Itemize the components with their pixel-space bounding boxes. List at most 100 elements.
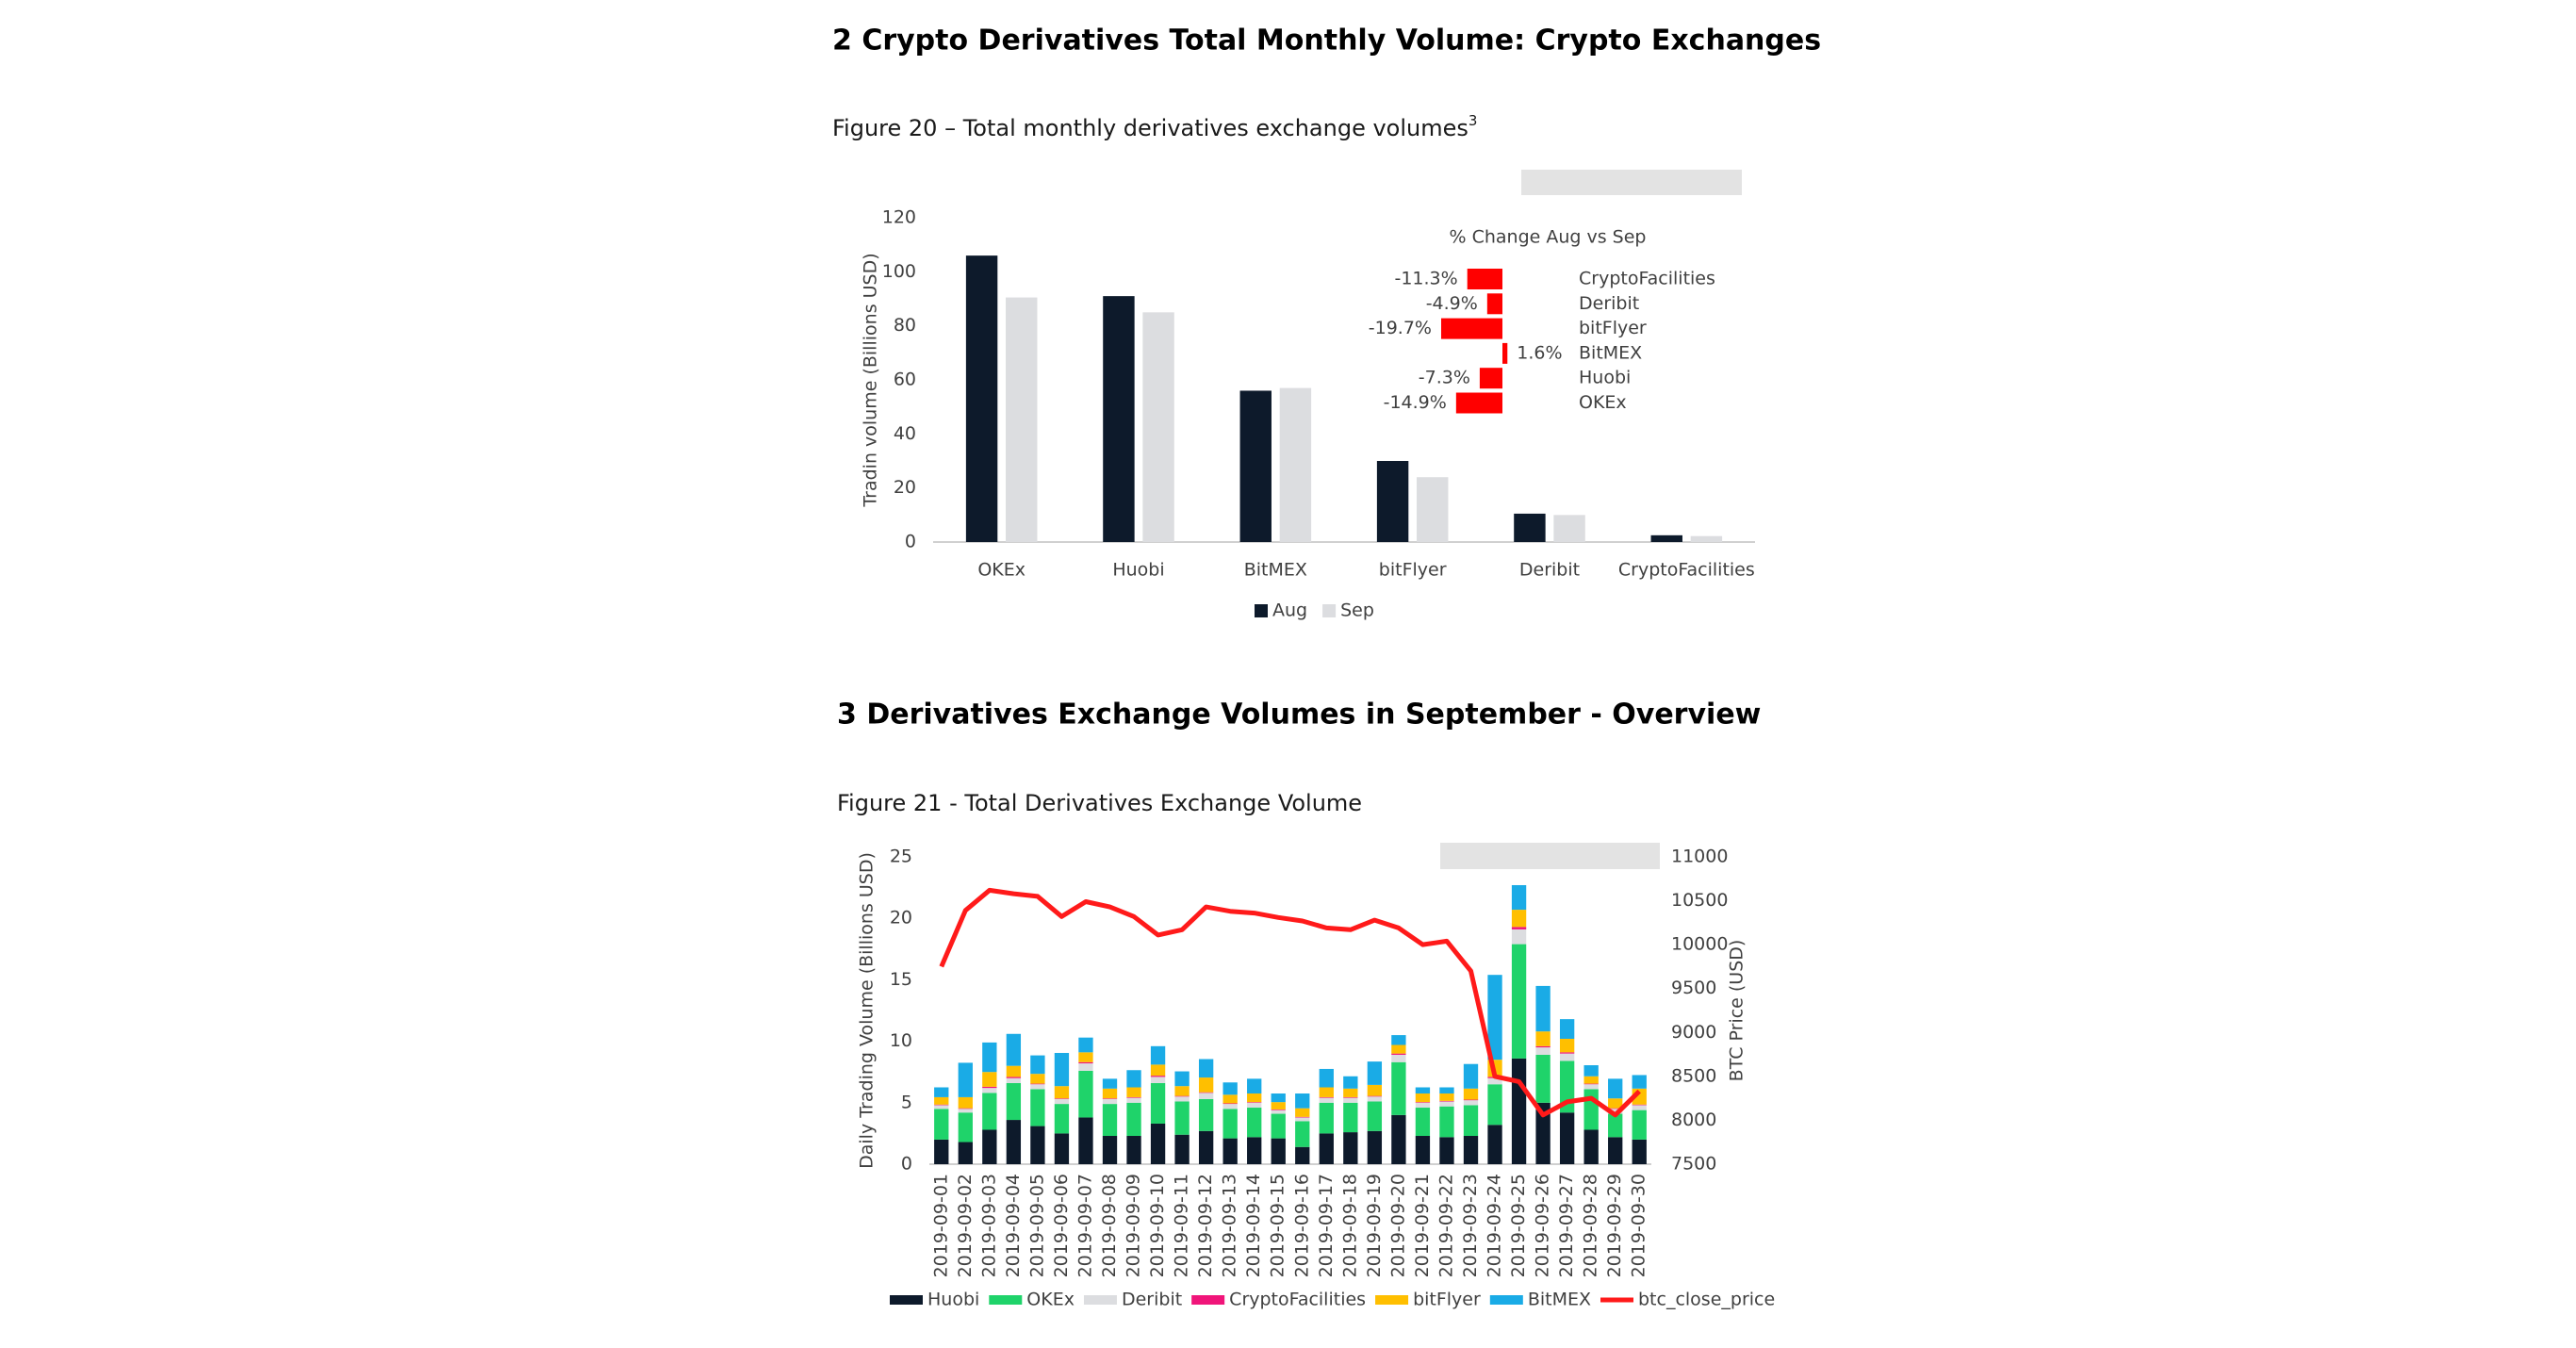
bar-segment (1174, 1134, 1190, 1164)
bar-segment (1198, 1059, 1214, 1078)
bar-segment (1583, 1084, 1599, 1090)
y-tick-label: 80 (894, 315, 916, 336)
y-axis-label: Daily Trading Volume (Billions USD) (857, 852, 878, 1169)
bar-segment (982, 1129, 997, 1164)
bar-segment (1415, 1087, 1431, 1094)
x-tick-label: 2019-09-20 (1387, 1174, 1408, 1277)
bar-segment (1222, 1082, 1238, 1095)
bar-segment (1198, 1130, 1214, 1164)
bar-segment (934, 1104, 949, 1106)
bar-segment (1054, 1098, 1070, 1105)
figure-caption: Figure 20 – Total monthly derivatives ex… (832, 112, 1477, 142)
x-tick-label: 2019-09-27 (1556, 1174, 1577, 1277)
y-tick-label: 20 (894, 477, 916, 498)
bar (1479, 368, 1502, 389)
bar-segment (1247, 1102, 1262, 1103)
x-tick-label: 2019-09-16 (1291, 1174, 1312, 1277)
bar (1006, 297, 1038, 542)
bar-segment (1295, 1116, 1310, 1118)
bar-segment (1343, 1132, 1358, 1164)
bar-segment (934, 1109, 949, 1140)
value-label: -11.3% (1394, 269, 1457, 289)
bar-segment (1126, 1102, 1141, 1137)
x-tick-label: BitMEX (1244, 560, 1307, 581)
bar-segment (1030, 1126, 1045, 1164)
y2-tick-label: 10000 (1671, 934, 1728, 955)
bar-segment (1439, 1106, 1454, 1138)
bar-segment (1078, 1037, 1093, 1053)
x-tick-label: 2019-09-04 (1003, 1174, 1024, 1277)
bar-segment (1126, 1136, 1141, 1164)
bar-segment (1535, 1054, 1551, 1103)
bar-segment (1487, 975, 1502, 1060)
bar-segment (1295, 1108, 1310, 1117)
bar-segment (1150, 1045, 1166, 1065)
bar-segment (934, 1105, 949, 1110)
bar-segment (1295, 1117, 1310, 1122)
category-label: Deribit (1579, 293, 1639, 314)
bar-segment (1054, 1133, 1070, 1164)
x-tick-label: 2019-09-01 (930, 1174, 951, 1277)
bar-segment (1583, 1129, 1599, 1164)
bar-segment (1319, 1096, 1334, 1098)
x-tick-label: 2019-09-30 (1629, 1174, 1649, 1277)
bar-segment (1559, 1052, 1575, 1054)
bar-segment (1247, 1078, 1262, 1094)
y-tick-label: 60 (894, 370, 916, 390)
bar-segment (1391, 1053, 1406, 1055)
bar-segment (1030, 1055, 1045, 1075)
value-label: -19.7% (1369, 318, 1432, 338)
bar-segment (1102, 1098, 1118, 1105)
x-tick-label: 2019-09-10 (1147, 1174, 1168, 1277)
category-label: BitMEX (1579, 342, 1642, 363)
bar-segment (1439, 1093, 1454, 1101)
bar-segment (1222, 1104, 1238, 1110)
bar-segment (1559, 1053, 1575, 1061)
x-tick-label: 2019-09-13 (1220, 1174, 1240, 1277)
bar-segment (1078, 1117, 1093, 1164)
bar-segment (1271, 1138, 1286, 1164)
legend-swatch (989, 1295, 1023, 1305)
y2-tick-label: 8000 (1671, 1110, 1716, 1130)
bar-segment (1391, 1114, 1406, 1164)
bar-segment (958, 1108, 973, 1110)
bar-segment (1343, 1102, 1358, 1133)
bar-segment (1247, 1102, 1262, 1109)
chart-title: % Change Aug vs Sep (1449, 227, 1646, 248)
bar-segment (1102, 1078, 1118, 1089)
y-tick-label: 0 (901, 1154, 912, 1175)
bar-segment (1511, 944, 1527, 1059)
bar-segment (1006, 1082, 1022, 1121)
bar-segment (1535, 1047, 1551, 1055)
bar-segment (1487, 1077, 1502, 1085)
bar-segment (1415, 1102, 1431, 1109)
bar-segment (1198, 1093, 1214, 1099)
bar (965, 255, 998, 542)
bar-segment (1608, 1108, 1623, 1110)
y2-tick-label: 7500 (1671, 1154, 1716, 1175)
legend-swatch (1489, 1295, 1523, 1305)
legend-swatch (1191, 1295, 1225, 1305)
bar-segment (1174, 1096, 1190, 1102)
x-tick-label: 2019-09-09 (1124, 1174, 1144, 1277)
bar-segment (1439, 1100, 1454, 1102)
bar-segment (1415, 1093, 1431, 1103)
y2-axis-label: BTC Price (USD) (1727, 940, 1747, 1082)
bar-segment (1487, 1125, 1502, 1164)
section-heading: 2 Crypto Derivatives Total Monthly Volum… (832, 25, 1821, 58)
bar-segment (1271, 1102, 1286, 1110)
bar-segment (982, 1086, 997, 1089)
bar-segment (1367, 1096, 1383, 1102)
bar (1502, 342, 1508, 364)
x-tick-label: 2019-09-03 (978, 1174, 999, 1277)
bar-segment (1319, 1087, 1334, 1097)
x-tick-label: 2019-09-02 (955, 1174, 976, 1277)
bar-segment (958, 1112, 973, 1143)
y-tick-label: 20 (890, 908, 912, 929)
x-tick-label: 2019-09-23 (1460, 1174, 1481, 1277)
bar-segment (1367, 1095, 1383, 1097)
legend-label: CryptoFacilities (1229, 1290, 1366, 1310)
y-tick-label: 100 (882, 261, 916, 282)
x-tick-label: 2019-09-15 (1268, 1174, 1288, 1277)
bar-segment (1271, 1093, 1286, 1103)
